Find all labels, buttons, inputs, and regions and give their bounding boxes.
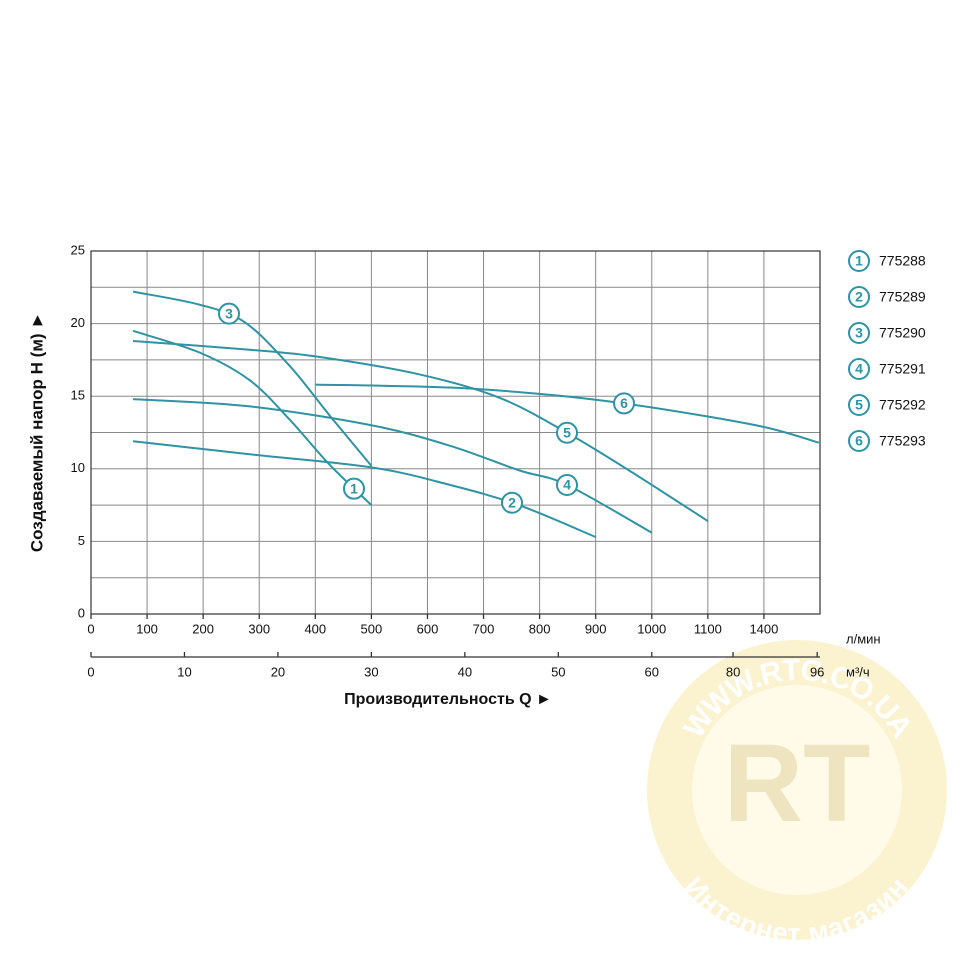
curve-badge-label: 3 (225, 305, 233, 321)
x-tick-label: 1400 (749, 621, 778, 636)
legend-label: 775288 (879, 253, 926, 269)
curve-badge (612, 392, 635, 415)
x2-tick-label: 30 (364, 664, 378, 679)
watermark-logo: RT (724, 722, 871, 845)
x-tick-label: 800 (529, 621, 551, 636)
x2-tick-label: 96 (810, 664, 824, 679)
curve-badge (342, 477, 365, 500)
y-tick-label: 0 (78, 605, 85, 620)
curve-badge-label: 1 (855, 253, 863, 269)
curve-badge (848, 394, 870, 416)
curve-badge (555, 473, 578, 496)
y-tick-label: 15 (71, 388, 85, 403)
curve-badge-label: 3 (855, 325, 863, 341)
y-tick-label: 5 (78, 533, 85, 548)
x-tick-label: 700 (473, 621, 495, 636)
y-tick-label: 25 (71, 242, 85, 257)
x2-tick-label: 60 (645, 664, 659, 679)
curve-badge-label: 2 (855, 289, 863, 305)
x-tick-label: 1000 (637, 621, 666, 636)
watermark-inner (692, 685, 902, 895)
curve (132, 398, 653, 534)
y-tick-label: 10 (71, 460, 85, 475)
x-tick-label: 0 (87, 621, 94, 636)
y-axis-title: Создаваемый напор H (м) ► (27, 312, 46, 552)
x-tick-label: 600 (417, 621, 439, 636)
curve (132, 329, 373, 506)
curve-badge-label: 5 (563, 424, 571, 440)
x-tick-label: 900 (585, 621, 607, 636)
curve-badge-label: 2 (508, 494, 516, 510)
curve (132, 290, 373, 467)
legend-label: 775289 (879, 289, 926, 305)
curve-badge-label: 1 (350, 480, 358, 496)
x2-tick-label: 80 (726, 664, 740, 679)
curve (132, 440, 597, 538)
curve-badge-label: 4 (855, 361, 863, 377)
curve-badge (848, 250, 870, 272)
curve-badge-label: 6 (855, 433, 863, 449)
x2-tick-label: 20 (271, 664, 285, 679)
plot-frame (90, 250, 821, 615)
x-axis-title: Производительность Q ► (344, 691, 552, 708)
curve-badge (848, 430, 870, 452)
x2-unit: м³/ч (846, 664, 870, 679)
y-tick-label: 20 (71, 315, 85, 330)
x-tick-label: 300 (248, 621, 270, 636)
legend-label: 775293 (879, 433, 926, 449)
x-tick-label: 1100 (694, 621, 722, 636)
curve-badge (848, 286, 870, 308)
x2-tick-label: 10 (177, 664, 191, 679)
curve-badge (555, 421, 578, 444)
curve (132, 340, 709, 522)
watermark: RT WWW.RTC.CO.UA Интернет магазин (647, 640, 947, 949)
curve-badge (848, 322, 870, 344)
x-tick-label: 500 (361, 621, 383, 636)
curve-badge-label: 4 (563, 477, 571, 493)
curve (315, 383, 820, 444)
legend-label: 775291 (879, 361, 926, 377)
x-unit: л/мин (846, 631, 881, 646)
curve-badge (848, 358, 870, 380)
legend-label: 775292 (879, 397, 926, 413)
x2-tick-label: 40 (458, 664, 472, 679)
x-tick-label: 400 (304, 621, 326, 636)
watermark-disc (647, 640, 947, 940)
curve-badge-label: 5 (855, 397, 863, 413)
x2-tick-label: 50 (551, 664, 565, 679)
curve-badge (217, 302, 240, 325)
curve-badge-label: 6 (620, 395, 628, 411)
x-tick-label: 200 (192, 621, 214, 636)
x-tick-label: 100 (136, 621, 158, 636)
legend-label: 775290 (879, 325, 926, 341)
curve-badge (500, 491, 523, 514)
x2-tick-label: 0 (87, 664, 94, 679)
